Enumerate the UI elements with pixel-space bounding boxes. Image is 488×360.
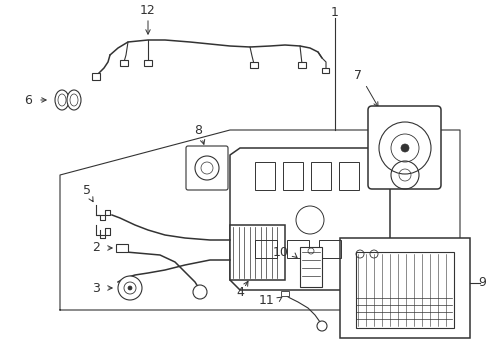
FancyBboxPatch shape: [185, 146, 227, 190]
Ellipse shape: [67, 90, 81, 110]
Bar: [339, 238, 469, 338]
Circle shape: [400, 144, 408, 152]
Bar: [116, 244, 128, 252]
Bar: [297, 62, 305, 68]
Circle shape: [193, 285, 206, 299]
Bar: [92, 73, 100, 80]
Bar: [229, 225, 285, 280]
Text: 12: 12: [140, 4, 156, 17]
FancyBboxPatch shape: [367, 106, 440, 189]
Bar: [283, 162, 303, 190]
Circle shape: [316, 321, 326, 331]
Text: 10: 10: [272, 246, 288, 258]
Text: 1: 1: [330, 5, 338, 18]
Bar: [120, 60, 128, 66]
Text: 8: 8: [194, 123, 202, 136]
Bar: [321, 68, 328, 73]
Ellipse shape: [55, 90, 69, 110]
Bar: [338, 162, 358, 190]
Bar: [281, 291, 288, 296]
Bar: [143, 60, 152, 66]
Text: 11: 11: [259, 293, 274, 306]
Text: 9: 9: [477, 276, 485, 289]
Text: 2: 2: [92, 240, 100, 253]
Polygon shape: [229, 148, 389, 290]
Bar: [355, 252, 453, 328]
Bar: [318, 240, 340, 258]
Bar: [310, 162, 330, 190]
Bar: [286, 240, 308, 258]
Circle shape: [128, 286, 132, 290]
Bar: [254, 162, 274, 190]
Text: 6: 6: [24, 94, 32, 107]
Bar: [249, 62, 258, 68]
Bar: [299, 247, 321, 287]
Text: 7: 7: [353, 68, 361, 81]
Text: 3: 3: [92, 282, 100, 294]
Text: 4: 4: [236, 287, 244, 300]
Bar: [254, 240, 276, 258]
Text: 5: 5: [83, 184, 91, 197]
Circle shape: [118, 276, 142, 300]
